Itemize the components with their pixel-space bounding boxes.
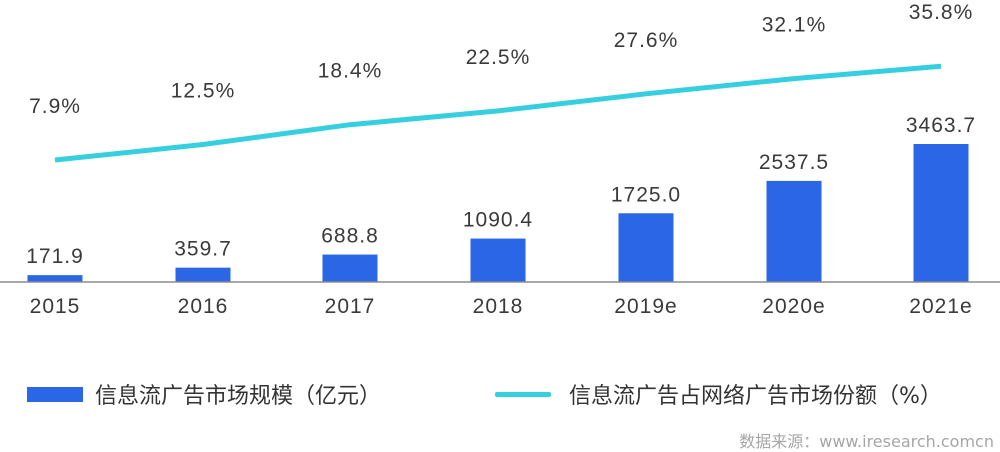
bar-2016	[175, 267, 231, 282]
data-source-note: 数据来源：www.iresearch.comcn	[739, 432, 994, 451]
bar-value-label: 1725.0	[611, 183, 681, 206]
bar-value-label: 359.7	[174, 238, 232, 261]
bar-value-label: 688.8	[321, 225, 379, 248]
chart-legend: 信息流广告市场规模（亿元） 信息流广告占网络广告市场份额（%）	[0, 370, 1000, 420]
legend-label-market-size: 信息流广告市场规模（亿元）	[95, 384, 382, 409]
legend-line-swatch-icon	[495, 391, 551, 397]
x-tick-label: 2020e	[762, 295, 825, 318]
bar-series-market-size	[27, 144, 969, 282]
x-tick-label: 2018	[473, 295, 524, 318]
line-value-label: 27.6%	[614, 29, 679, 52]
bar-2019e	[618, 213, 674, 282]
x-tick-label: 2019e	[614, 295, 677, 318]
x-axis-tick-labels: 2015 2016 2017 2018 2019e 2020e 2021e	[30, 295, 972, 318]
line-series-market-share	[54, 63, 942, 163]
bar-value-label: 171.9	[26, 245, 84, 268]
line-value-label: 32.1%	[762, 14, 827, 37]
line-value-label: 35.8%	[909, 1, 974, 24]
x-tick-label: 2015	[30, 295, 81, 318]
bar-2020e	[766, 180, 822, 282]
bar-value-label: 2537.5	[759, 151, 829, 174]
bar-value-labels: 171.9 359.7 688.8 1090.4 1725.0 2537.5 3463.7	[26, 114, 976, 268]
line-value-label: 18.4%	[318, 60, 383, 83]
x-tick-label: 2016	[178, 295, 229, 318]
line-value-label: 7.9%	[29, 95, 81, 118]
legend-bar-swatch-icon	[27, 386, 83, 402]
x-tick-label: 2021e	[909, 295, 972, 318]
line-value-label: 12.5%	[171, 80, 236, 103]
legend-item-market-share: 信息流广告占网络广告市场份额（%）	[495, 378, 942, 410]
bar-value-label: 1090.4	[463, 209, 533, 232]
bar-2018	[470, 238, 526, 282]
line-value-label: 22.5%	[466, 46, 531, 69]
bar-2015	[27, 275, 83, 282]
legend-label-market-share: 信息流广告占网络广告市场份额（%）	[569, 384, 942, 409]
line-value-labels: 7.9% 12.5% 18.4% 22.5% 27.6% 32.1% 35.8%	[29, 1, 974, 118]
x-tick-label: 2017	[325, 295, 376, 318]
bar-2017	[322, 254, 378, 282]
bar-value-label: 3463.7	[906, 114, 976, 137]
legend-item-market-size: 信息流广告市场规模（亿元）	[27, 378, 381, 410]
bar-2021e	[913, 144, 969, 282]
